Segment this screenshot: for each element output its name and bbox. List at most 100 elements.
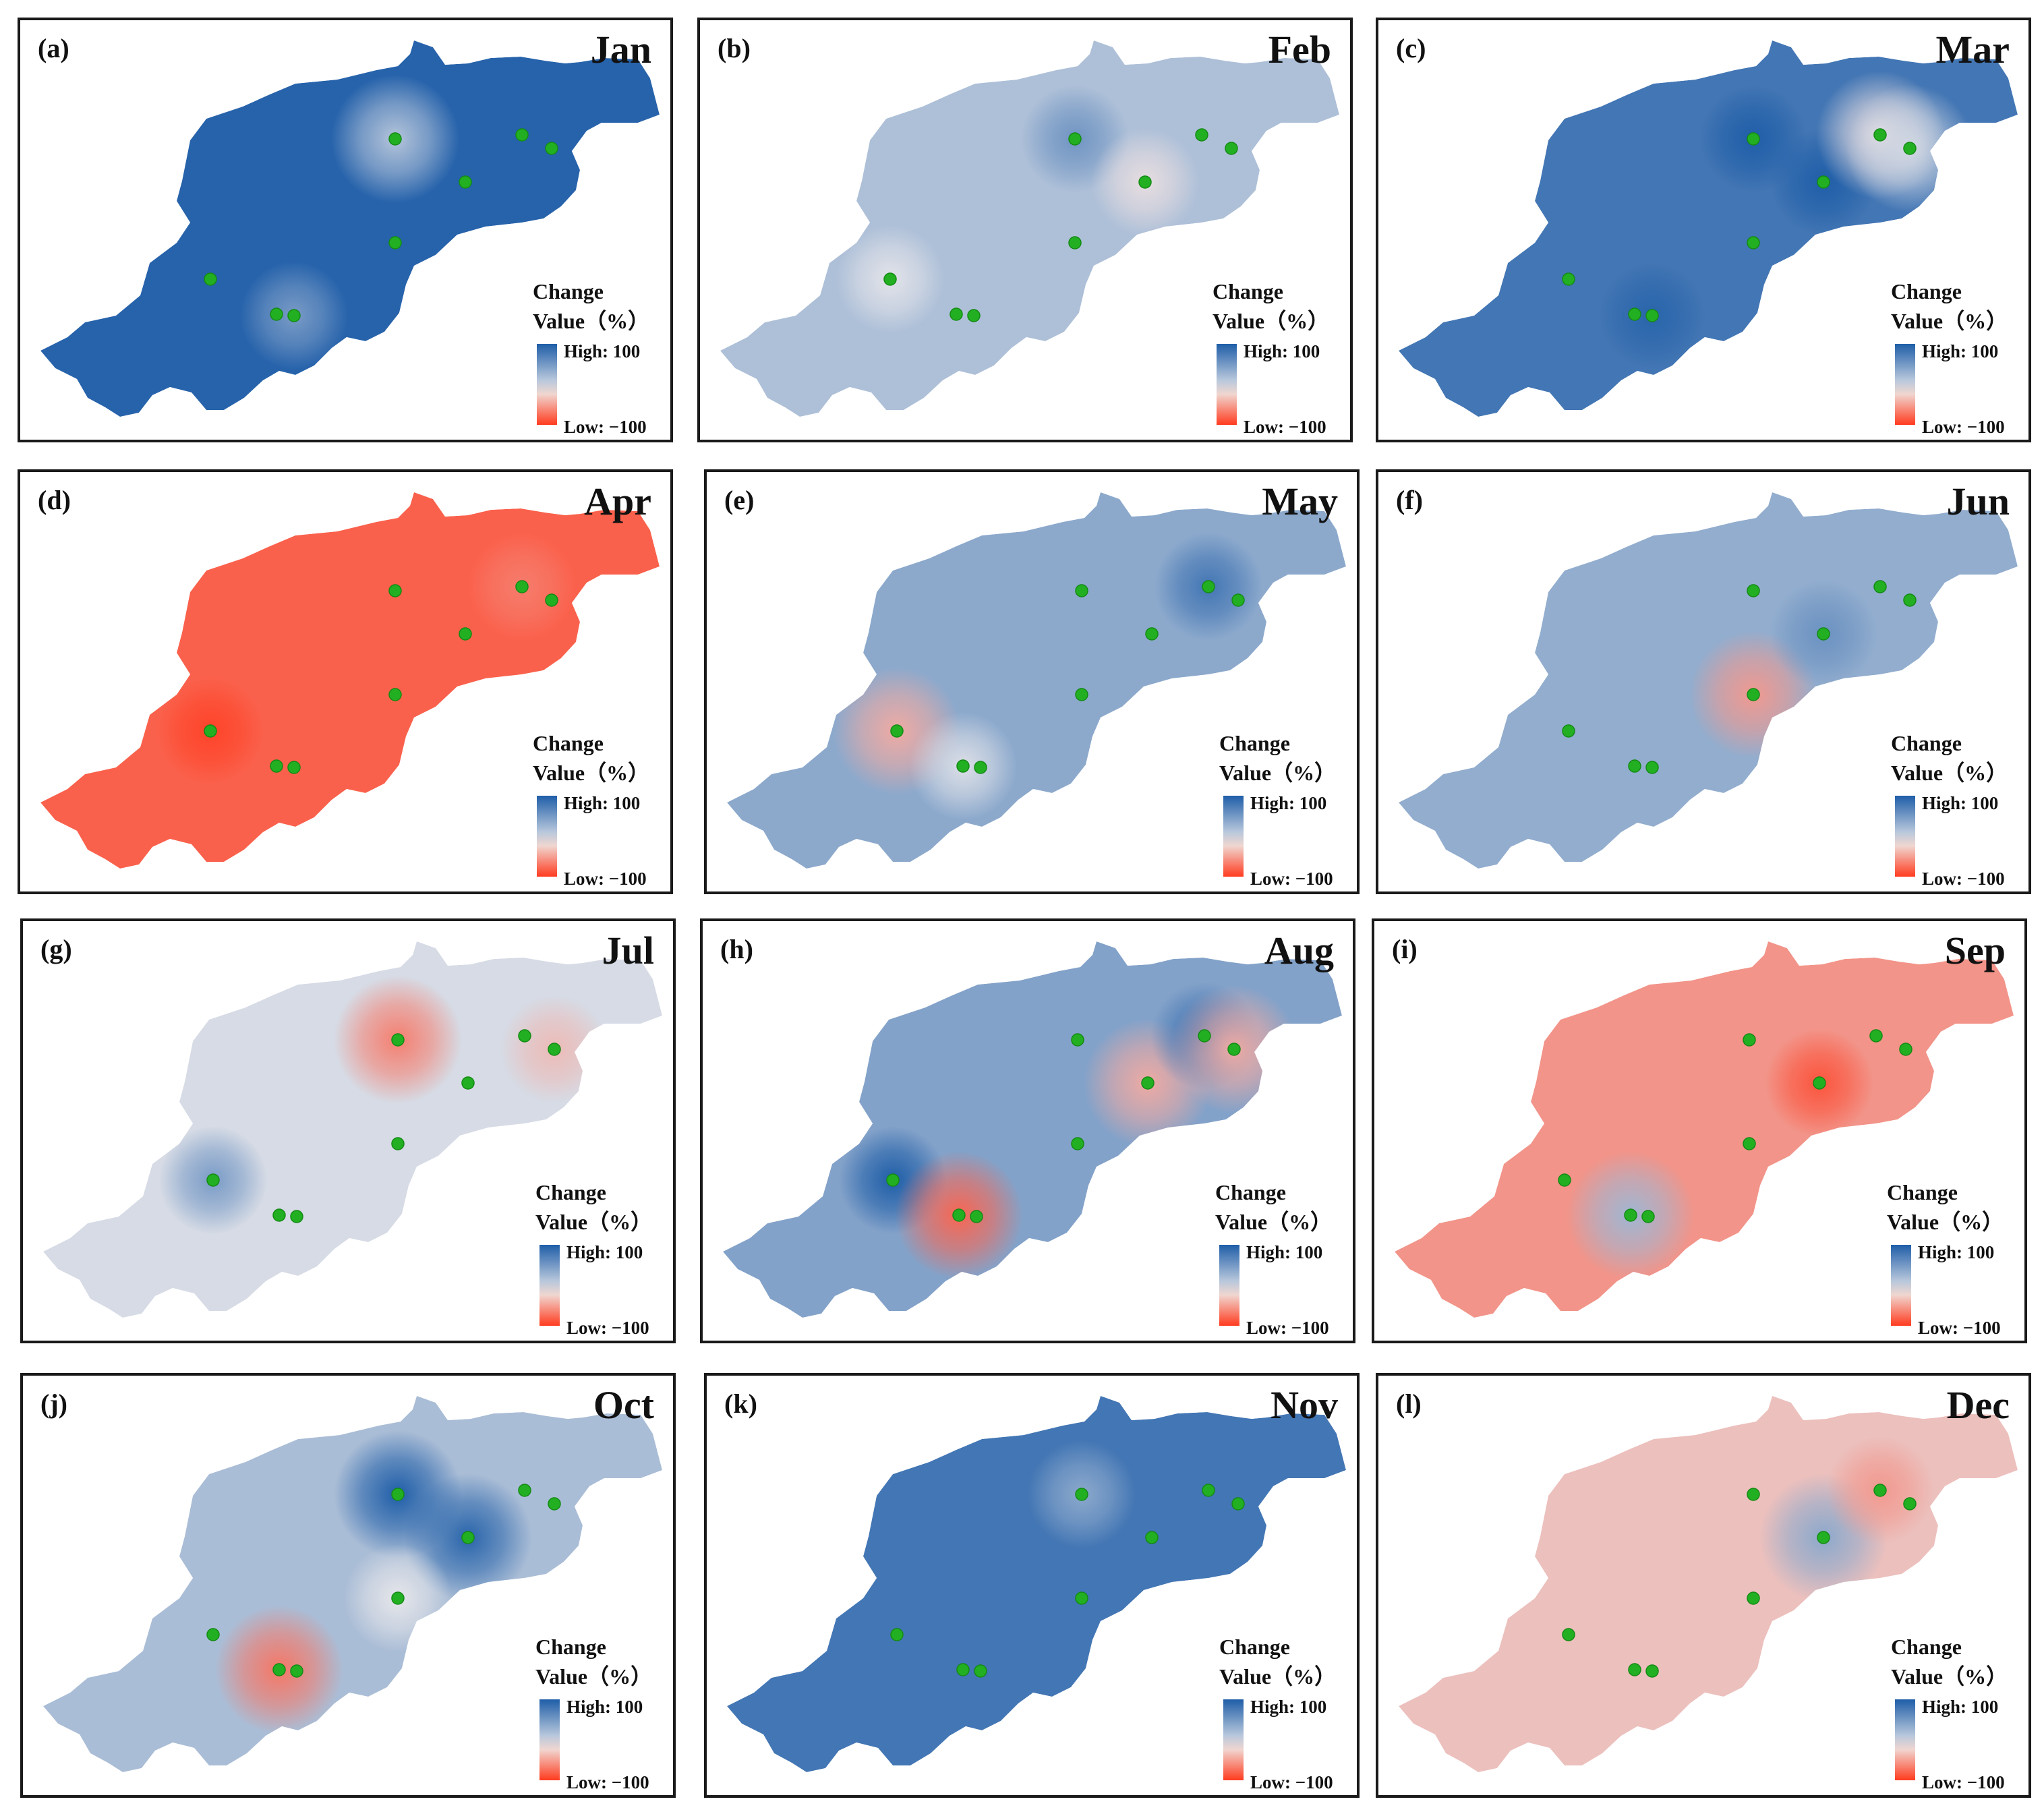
station-marker — [967, 309, 981, 322]
map-region — [723, 941, 1342, 1318]
legend-title: Change Value（%） — [1887, 1177, 2004, 1237]
surface — [43, 941, 662, 1318]
station-marker — [290, 1664, 303, 1678]
map-region — [1399, 492, 2018, 869]
legend-color-ramp — [1217, 344, 1237, 425]
legend-title-line2: Value（%） — [533, 309, 650, 333]
station-marker — [1141, 1076, 1155, 1090]
month-title: Feb — [1268, 28, 1331, 71]
station-marker — [1903, 1497, 1917, 1511]
legend-title-line2: Value（%） — [1219, 1664, 1337, 1689]
legend-low: Low: −100 — [1250, 1772, 1333, 1792]
station-marker — [1075, 1488, 1088, 1501]
legend-title-line1: Change — [1219, 731, 1290, 755]
legend-title-line1: Change — [1213, 279, 1283, 303]
month-title: Jun — [1946, 479, 2010, 523]
panel-label: (a) — [38, 33, 69, 63]
station-marker — [204, 724, 217, 738]
station-marker — [459, 627, 472, 641]
month-title: Dec — [1946, 1383, 2010, 1427]
station-marker — [548, 1497, 561, 1511]
legend-title-line2: Value（%） — [535, 1210, 653, 1234]
legend-color-ramp — [539, 1699, 560, 1780]
legend: Change Value（%） High: 100 Low: −100 — [1219, 728, 1357, 890]
map-region — [43, 941, 662, 1318]
panel-label: (i) — [1392, 934, 1418, 964]
legend-color-ramp — [1895, 1699, 1915, 1780]
panel-label: (f) — [1396, 485, 1423, 515]
station-marker — [1747, 236, 1760, 250]
map-region — [1399, 1396, 2018, 1772]
legend-low: Low: −100 — [1922, 417, 2005, 437]
station-marker — [206, 1628, 220, 1641]
map-panel-l: (l) Dec Change Value（%） High: 100 Low: −1… — [1376, 1373, 2031, 1798]
station-marker — [1641, 1210, 1655, 1223]
station-marker — [1071, 1033, 1084, 1047]
map-panel-k: (k) Nov Change Value（%） High: 100 Low: −1… — [704, 1373, 1360, 1798]
month-title: Apr — [584, 479, 651, 523]
station-marker — [290, 1210, 303, 1223]
legend-color-ramp — [1895, 344, 1915, 425]
station-marker — [1198, 1029, 1211, 1043]
station-marker — [1813, 1076, 1826, 1090]
station-marker — [1645, 761, 1659, 774]
station-marker — [1231, 593, 1245, 607]
month-title: Jul — [602, 929, 654, 972]
legend-title-line1: Change — [1215, 1180, 1286, 1204]
station-marker — [1903, 593, 1917, 607]
legend-title-line2: Value（%） — [1215, 1210, 1333, 1234]
station-marker — [1075, 688, 1088, 701]
station-marker — [461, 1076, 475, 1090]
station-marker — [1628, 759, 1641, 773]
station-marker — [388, 132, 402, 146]
station-marker — [1747, 1488, 1760, 1501]
station-marker — [545, 593, 558, 607]
surface-base — [1395, 941, 2014, 1318]
station-marker — [518, 1484, 531, 1497]
legend-title-line2: Value（%） — [1219, 761, 1337, 785]
map-region — [40, 492, 660, 869]
station-marker — [388, 584, 402, 597]
station-marker — [1873, 1484, 1887, 1497]
station-marker — [391, 1137, 405, 1150]
map-panel-j: (j) Oct Change Value（%） High: 100 Low: −1… — [20, 1373, 676, 1798]
month-title: Oct — [593, 1383, 654, 1427]
legend: Change Value（%） High: 100 Low: −100 — [1215, 1177, 1353, 1339]
map-panel-e: (e) May Change Value（%） High: 100 Low: −1… — [704, 469, 1360, 894]
legend-high: High: 100 — [564, 341, 641, 361]
legend-low: Low: −100 — [564, 417, 647, 437]
station-marker — [1231, 1497, 1245, 1511]
station-marker — [1562, 1628, 1575, 1641]
station-marker — [548, 1043, 561, 1056]
station-marker — [206, 1173, 220, 1187]
station-marker — [1817, 627, 1830, 641]
panel-label: (g) — [40, 934, 72, 964]
legend-color-ramp — [537, 796, 557, 877]
legend-title: Change Value（%） — [535, 1177, 652, 1237]
legend-high: High: 100 — [1246, 1242, 1323, 1262]
month-title: Jan — [590, 28, 651, 71]
station-marker — [956, 1663, 970, 1676]
legend: Change Value（%） High: 100 Low: −100 — [535, 1177, 673, 1339]
legend-title-line1: Change — [1891, 1635, 1962, 1659]
station-marker — [515, 128, 529, 142]
station-marker — [1225, 142, 1238, 155]
legend-title-line1: Change — [535, 1180, 606, 1204]
legend-title-line2: Value（%） — [1887, 1210, 2004, 1234]
station-marker — [890, 724, 904, 738]
month-title: Mar — [1935, 28, 2010, 71]
surface-base — [40, 40, 660, 417]
legend-color-ramp — [1891, 1245, 1911, 1326]
station-marker — [1202, 1484, 1215, 1497]
legend: Change Value（%） High: 100 Low: −100 — [533, 276, 670, 438]
legend-title: Change Value（%） — [533, 276, 649, 336]
map-panel-a: (a) Jan Change Value（%） High: 100 Low: −1… — [18, 18, 673, 442]
legend: Change Value（%） High: 100 Low: −100 — [1887, 1177, 2024, 1339]
panel-label: (k) — [724, 1388, 757, 1419]
legend: Change Value（%） High: 100 Low: −100 — [1891, 276, 2028, 438]
map-panel-g: (g) Jul Change Value（%） High: 100 Low: −1… — [20, 918, 676, 1343]
station-marker — [1562, 724, 1575, 738]
station-marker — [1075, 584, 1088, 597]
map-region — [1395, 941, 2014, 1318]
map-panel-d: (d) Apr Change Value（%） High: 100 Low: −1… — [18, 469, 673, 894]
